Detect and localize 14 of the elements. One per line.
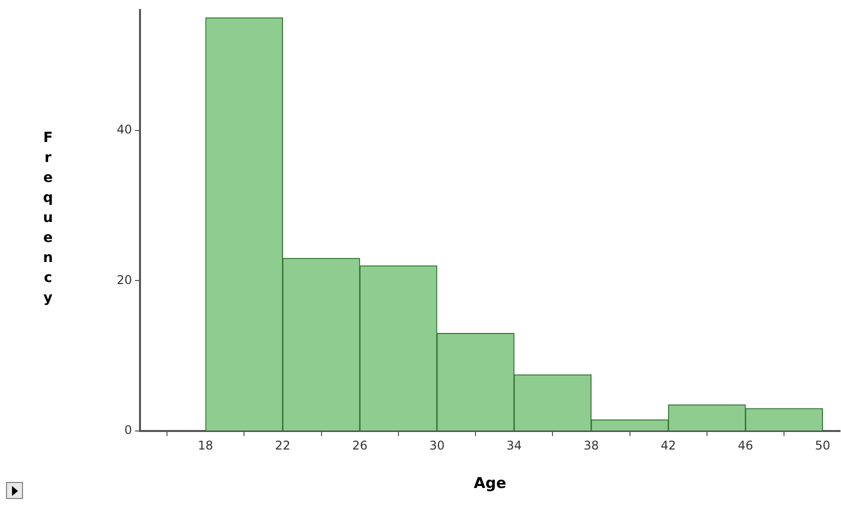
- x-axis-title: Age: [472, 474, 508, 492]
- y-axis-title: Frequency: [40, 130, 56, 310]
- x-tick-label: 30: [429, 438, 445, 452]
- x-tick-label: 38: [584, 438, 599, 452]
- x-tick-label: 26: [352, 438, 368, 452]
- y-tick-label: 40: [116, 122, 132, 137]
- y-tick-label: 20: [116, 272, 132, 287]
- y-tick-label: 0: [124, 423, 132, 438]
- x-tick-label: 22: [275, 438, 290, 452]
- x-tick-label: 42: [660, 438, 676, 452]
- x-tick-label: 46: [738, 438, 754, 452]
- x-tick-label: 34: [506, 438, 522, 452]
- x-tick-label: 18: [198, 438, 214, 452]
- x-tick-label: 50: [815, 438, 830, 452]
